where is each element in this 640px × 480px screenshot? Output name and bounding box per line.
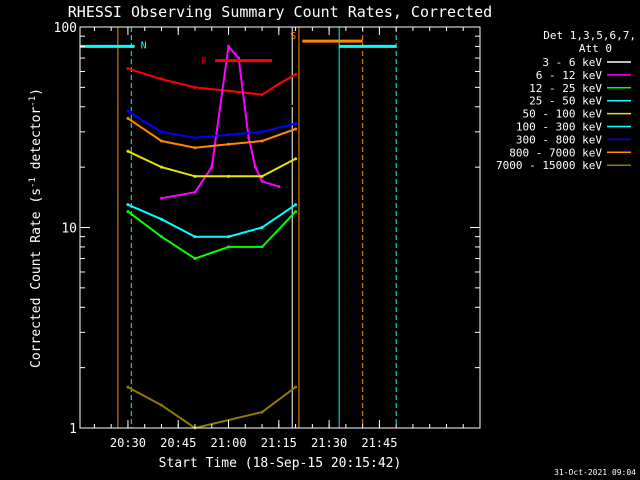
series-line-3 [127,110,296,139]
y-axis-label: Corrected Count Rate (s-1 detector-1) [28,88,44,368]
data-point-5-2 [193,174,197,178]
legend-header-line1: Det 1,3,5,6,7, [543,29,636,42]
data-point-1-3 [227,89,231,93]
marker-label-1: F [201,57,207,68]
data-point-8-4 [294,385,298,389]
data-point-3-4 [260,130,264,134]
legend-label-5: 100 - 300 keV [516,121,602,134]
legend-header-line2: Att 0 [579,42,612,55]
series-line-5 [127,150,297,178]
legend-label-4: 50 - 100 keV [523,108,603,121]
data-point-1-4 [260,93,264,97]
data-point-7-1 [159,217,163,221]
data-point-7-2 [193,235,197,239]
data-point-5-3 [227,174,231,178]
legend-label-0: 3 - 6 keV [542,56,602,69]
data-point-7-4 [260,226,264,229]
data-point-1-5 [277,82,281,86]
y-axis-label-mid: detector [29,107,44,178]
data-point-1-6 [294,72,298,76]
legend-label-3: 25 - 50 keV [529,95,602,108]
data-point-7-5 [294,203,298,207]
y-tick-label-1: 10 [61,222,77,237]
series-line-4 [127,117,296,149]
data-point-4-4 [260,139,264,143]
data-point-3-0 [126,109,130,113]
data-point-0-2 [193,112,197,116]
data-point-3-2 [193,136,197,140]
data-point-5-1 [159,165,163,169]
data-point-5-5 [294,157,298,161]
data-point-1-0 [126,67,130,71]
marker-label-0: N [141,40,147,51]
data-point-4-5 [294,127,298,131]
y-axis-label-end: ) [29,88,44,96]
x-tick-label-5: 21:45 [361,436,397,450]
legend-label-8: 7000 - 15000 keV [496,159,602,172]
plot-area: N F S [79,27,397,430]
data-point-0-3 [210,95,214,99]
data-point-8-0 [126,385,130,389]
data-point-6-0 [126,210,130,214]
data-point-0-7 [277,101,281,105]
axes: 20:30 20:45 21:00 21:15 21:30 21:45 1 10 100 [54,21,481,450]
data-point-2-5 [247,136,251,140]
x-tick-label-2: 21:00 [210,436,246,450]
data-point-2-6 [253,165,257,169]
data-point-0-8 [294,105,298,109]
y-tick-label-0: 1 [69,422,77,437]
data-point-7-0 [126,203,130,207]
data-point-2-3 [227,44,231,48]
y-axis-label-main: Corrected Count Rate (s [29,188,44,368]
x-axis-label: Start Time (18-Sep-15 20:15:42) [159,456,402,471]
data-point-2-0 [159,196,163,200]
series-line-7 [127,203,297,238]
x-tick-label-1: 20:45 [160,436,196,450]
data-point-7-3 [227,235,231,239]
data-point-3-5 [294,122,298,126]
data-point-2-8 [277,185,281,189]
data-point-0-1 [159,116,163,120]
y-tick-label-2: 100 [54,21,77,36]
data-point-4-0 [126,116,130,120]
data-point-6-3 [227,245,231,249]
data-point-2-4 [237,56,241,60]
data-point-4-3 [227,142,231,146]
marker-label-2: S [290,31,296,42]
y-axis-label-sup1: -1 [28,177,38,188]
data-point-5-4 [260,174,264,178]
data-point-1-2 [193,85,197,89]
x-tick-label-0: 20:30 [110,436,146,450]
legend-label-6: 300 - 800 keV [516,133,602,146]
data-point-8-3 [260,410,264,414]
data-point-6-4 [260,245,264,249]
series-line-6 [127,210,297,260]
footer-timestamp: 31-Oct-2021 09:04 [554,468,636,477]
chart-title: RHESSI Observing Summary Count Rates, Co… [68,3,492,21]
data-point-6-5 [294,210,298,214]
legend-label-1: 6 - 12 keV [536,69,603,82]
legend-label-2: 12 - 25 keV [529,82,602,95]
x-tick-label-4: 21:30 [311,436,347,450]
legend-label-7: 800 - 7000 keV [509,146,602,159]
data-point-0-4 [227,39,231,43]
x-tick-label-3: 21:15 [261,436,297,450]
data-point-6-2 [193,257,197,261]
data-point-2-1 [193,190,197,194]
data-point-3-1 [159,130,163,134]
data-point-4-1 [159,139,163,143]
data-point-0-5 [243,77,247,81]
data-point-2-7 [260,179,264,183]
data-point-4-2 [193,146,197,150]
data-point-8-1 [159,403,163,407]
data-point-1-1 [159,77,163,81]
data-point-3-3 [227,133,231,137]
data-point-2-2 [210,165,214,169]
y-axis-label-sup2: -1 [28,96,38,107]
data-point-6-1 [159,235,163,239]
data-point-5-0 [126,149,130,153]
